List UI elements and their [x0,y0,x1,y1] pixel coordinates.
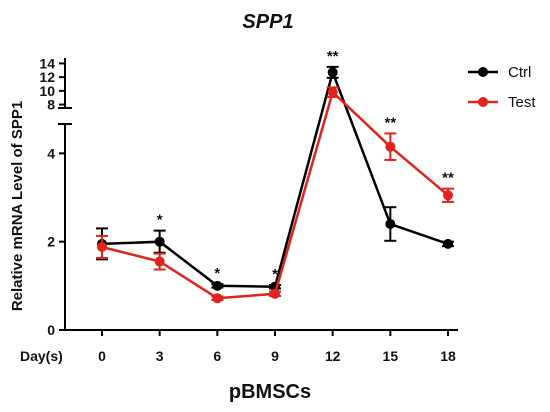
plot-marks: ** ******* [96,48,454,304]
data-point-ctrl [212,280,223,291]
legend: Ctrl Test [468,64,536,111]
x-tick-label: 12 [325,348,341,364]
data-point-ctrl [327,67,338,78]
legend-marker-ctrl [478,67,488,77]
chart-title: SPP1 [242,11,293,33]
x-tick-label: 0 [98,348,106,364]
x-tick-label: 6 [213,348,221,364]
legend-label-ctrl: Ctrl [508,64,531,81]
data-point-test [327,87,338,98]
y-tick-label: 2 [47,234,55,250]
data-point-ctrl [154,236,165,247]
data-point-ctrl [385,219,396,229]
significance-marker: * [157,212,163,229]
x-tick-label: 15 [383,348,399,364]
data-point-test [97,241,107,252]
y-tick-label: 14 [39,55,55,71]
data-point-test [212,293,223,304]
y-tick-label: 12 [39,69,55,85]
data-point-ctrl [443,238,453,249]
significance-marker: ** [327,48,339,65]
y-tick-label: 4 [47,145,55,161]
significance-marker: * [214,265,220,282]
significance-marker: * [272,266,278,283]
x-tick-label: 3 [156,348,164,364]
data-point-test [154,256,165,267]
significance-marker: ** [442,170,454,187]
x-tick-label: 9 [271,348,279,364]
x-axis-label: pBMSCs [229,381,311,403]
y-axis-label: Relative mRNA Level of SPP1 [9,101,26,311]
data-point-test [443,190,453,201]
data-point-test [385,141,396,152]
y-tick-label: 0 [47,322,55,338]
legend-label-test: Test [508,94,536,111]
significance-marker: ** [384,114,396,131]
x-axis-prefix: Day(s) [20,348,63,364]
x-tick-label: 18 [440,348,456,364]
y-tick-label: 8 [47,97,55,113]
data-point-test [270,288,280,299]
y-tick-label: 10 [39,83,55,99]
legend-marker-test [478,97,488,107]
